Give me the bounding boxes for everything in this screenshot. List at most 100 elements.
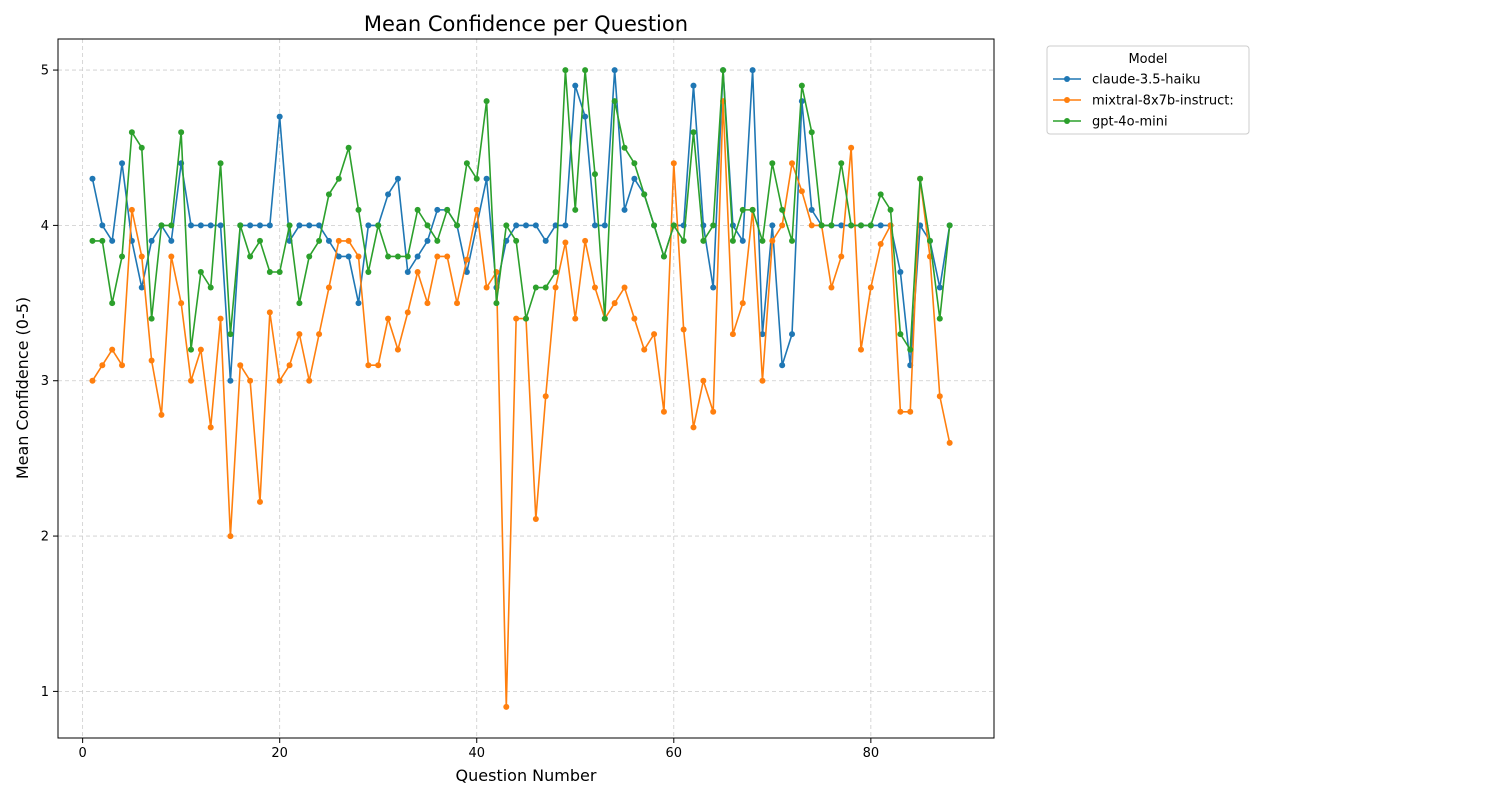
data-point bbox=[385, 191, 392, 198]
data-point bbox=[808, 129, 815, 136]
y-tick-label: 1 bbox=[41, 685, 49, 700]
data-point bbox=[335, 237, 342, 244]
data-point bbox=[414, 206, 421, 213]
data-point bbox=[424, 237, 431, 244]
data-point bbox=[444, 206, 451, 213]
data-point bbox=[523, 315, 529, 322]
series-gpt-4o-mini bbox=[89, 67, 953, 353]
data-point bbox=[848, 144, 855, 151]
legend-frame bbox=[1046, 45, 1250, 135]
legend-title: Model bbox=[1128, 52, 1167, 67]
data-point bbox=[749, 67, 756, 74]
data-point bbox=[158, 222, 165, 229]
data-point bbox=[946, 222, 953, 229]
data-point bbox=[493, 300, 500, 307]
data-point bbox=[749, 206, 756, 213]
y-axis-title: Mean Confidence (0-5) bbox=[13, 297, 32, 479]
data-point bbox=[621, 206, 628, 213]
data-point bbox=[109, 237, 116, 244]
data-point bbox=[266, 309, 273, 316]
data-point bbox=[266, 222, 273, 229]
data-point bbox=[128, 206, 135, 213]
data-point bbox=[296, 300, 303, 307]
data-point bbox=[168, 222, 175, 229]
data-point bbox=[394, 175, 401, 182]
data-point bbox=[582, 67, 589, 74]
series-layer bbox=[89, 67, 953, 710]
data-point bbox=[907, 408, 914, 415]
data-point bbox=[197, 346, 204, 353]
data-point bbox=[335, 175, 342, 182]
data-point bbox=[631, 160, 638, 167]
data-point bbox=[680, 237, 687, 244]
data-point bbox=[345, 253, 352, 260]
data-point bbox=[463, 160, 470, 167]
data-point bbox=[148, 237, 155, 244]
data-point bbox=[572, 315, 579, 322]
data-point bbox=[355, 300, 362, 307]
data-point bbox=[109, 346, 116, 353]
data-point bbox=[907, 346, 914, 353]
data-point bbox=[897, 408, 904, 415]
data-point bbox=[690, 129, 697, 136]
data-point bbox=[828, 284, 835, 291]
data-point bbox=[237, 362, 244, 369]
data-point bbox=[582, 237, 589, 244]
data-point bbox=[857, 346, 864, 353]
data-point bbox=[867, 222, 874, 229]
legend: Model claude-3.5-haiku mixtral-8x7b-instr… bbox=[1046, 45, 1250, 135]
data-point bbox=[808, 206, 815, 213]
data-point bbox=[306, 222, 313, 229]
data-point bbox=[424, 300, 431, 307]
series-line bbox=[92, 69, 951, 351]
data-point bbox=[641, 346, 648, 353]
data-point bbox=[375, 222, 382, 229]
data-point bbox=[483, 98, 490, 105]
legend-marker bbox=[1064, 97, 1070, 103]
data-point bbox=[729, 331, 736, 338]
data-point bbox=[670, 160, 677, 167]
x-tick-label: 40 bbox=[468, 746, 485, 761]
data-point bbox=[325, 191, 332, 198]
data-point bbox=[769, 160, 776, 167]
data-point bbox=[789, 237, 796, 244]
data-point bbox=[207, 424, 214, 431]
data-point bbox=[325, 284, 332, 291]
data-point bbox=[798, 82, 805, 89]
data-point bbox=[601, 222, 608, 229]
data-point bbox=[385, 315, 392, 322]
data-point bbox=[591, 222, 598, 229]
data-point bbox=[316, 237, 323, 244]
data-point bbox=[611, 98, 618, 105]
data-point bbox=[651, 222, 658, 229]
data-point bbox=[325, 237, 332, 244]
data-point bbox=[759, 377, 766, 384]
data-point bbox=[867, 284, 874, 291]
x-tick-label: 80 bbox=[863, 746, 880, 761]
data-point bbox=[256, 237, 263, 244]
data-point bbox=[207, 284, 214, 291]
data-point bbox=[335, 253, 342, 260]
data-point bbox=[168, 253, 175, 260]
data-point bbox=[444, 253, 451, 260]
data-point bbox=[237, 222, 244, 229]
data-point bbox=[611, 300, 618, 307]
data-point bbox=[877, 191, 884, 198]
data-point bbox=[503, 222, 510, 229]
series-line bbox=[91, 69, 951, 382]
data-point bbox=[720, 67, 727, 74]
data-point bbox=[463, 256, 470, 263]
data-point bbox=[572, 206, 579, 213]
data-point bbox=[138, 144, 145, 151]
data-point bbox=[700, 377, 707, 384]
data-point bbox=[818, 222, 825, 229]
data-point bbox=[532, 284, 539, 291]
series-line bbox=[91, 100, 951, 708]
data-point bbox=[483, 175, 490, 182]
data-point bbox=[138, 284, 145, 291]
data-point bbox=[463, 269, 470, 275]
legend-item: gpt-4o-mini bbox=[1053, 115, 1168, 130]
data-point bbox=[247, 222, 254, 229]
